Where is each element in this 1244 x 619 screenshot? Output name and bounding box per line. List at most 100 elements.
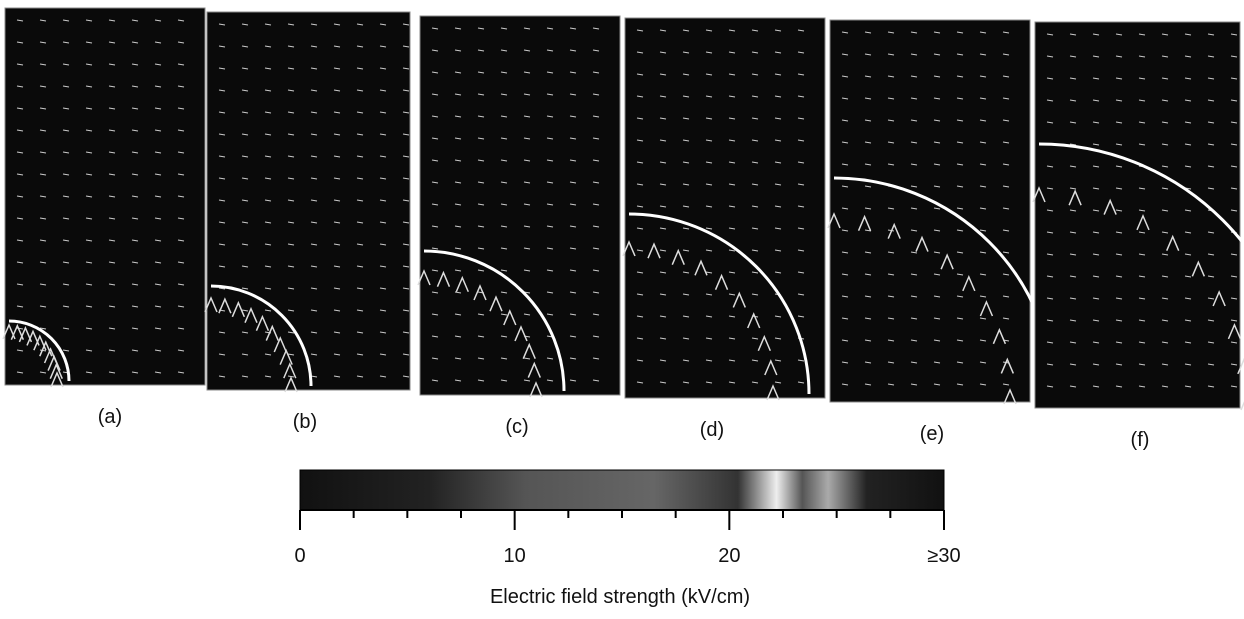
field-arrow — [546, 313, 554, 316]
field-arrow — [402, 23, 410, 26]
field-front — [628, 212, 811, 395]
field-arrow — [62, 283, 70, 286]
field-arrow — [887, 119, 895, 122]
field-arrow — [774, 117, 782, 120]
field-arrow — [1002, 317, 1010, 320]
field-arrow — [1184, 275, 1192, 278]
field-arrow — [241, 353, 249, 356]
field-arrow — [500, 115, 508, 118]
field-arrow — [841, 31, 849, 34]
field-arrow-strong — [18, 325, 33, 343]
field-arrow — [177, 327, 185, 330]
field-arrow — [728, 205, 736, 208]
field-arrow — [500, 203, 508, 206]
field-arrow — [523, 115, 531, 118]
field-arrow-strong — [764, 359, 778, 376]
field-arrow — [1184, 297, 1192, 300]
field-arrow — [864, 163, 872, 166]
field-arrow-strong — [417, 269, 431, 286]
field-arrow — [1115, 363, 1123, 366]
field-arrow — [85, 195, 93, 198]
field-arrow — [1230, 187, 1238, 190]
field-arrow — [910, 31, 918, 34]
field-arrow — [177, 371, 185, 374]
field-arrow — [910, 273, 918, 276]
field-arrow — [85, 19, 93, 22]
field-arrow — [62, 217, 70, 220]
field-arrow — [108, 19, 116, 22]
field-arrow — [728, 117, 736, 120]
field-arrow-strong — [283, 362, 297, 379]
field-arrow — [1138, 55, 1146, 58]
field-arrow — [956, 229, 964, 232]
field-arrow — [1069, 253, 1077, 256]
field-arrow — [454, 313, 462, 316]
field-arrow — [241, 155, 249, 158]
field-arrow — [887, 141, 895, 144]
field-arrow — [1002, 273, 1010, 276]
field-arrow — [659, 381, 667, 384]
field-arrow-strong — [694, 259, 708, 276]
field-arrow-strong — [273, 336, 287, 353]
field-arrow — [751, 73, 759, 76]
field-arrow — [16, 261, 24, 264]
field-arrow — [1230, 275, 1238, 278]
field-arrow — [956, 361, 964, 364]
field-arrow — [108, 173, 116, 176]
field-arrow — [728, 95, 736, 98]
field-arrow — [751, 381, 759, 384]
field-arrow — [1069, 297, 1077, 300]
field-arrow — [1069, 319, 1077, 322]
field-arrow — [1092, 297, 1100, 300]
field-arrow — [659, 139, 667, 142]
field-arrow — [546, 247, 554, 250]
field-arrow — [751, 271, 759, 274]
panel-label: (a) — [98, 406, 122, 428]
field-arrow — [728, 29, 736, 32]
field-arrow — [979, 119, 987, 122]
field-arrow — [356, 243, 364, 246]
field-arrow-strong — [503, 309, 517, 326]
field-arrow — [979, 53, 987, 56]
field-arrow — [979, 251, 987, 254]
field-arrow — [682, 227, 690, 230]
field-arrow-strong — [244, 306, 258, 324]
field-arrow — [841, 97, 849, 100]
field-arrow — [431, 335, 439, 338]
field-arrow — [454, 379, 462, 382]
field-arrow — [264, 45, 272, 48]
field-arrow — [797, 51, 805, 54]
field-arrow — [864, 273, 872, 276]
field-arrow — [431, 247, 439, 250]
field-arrow — [264, 265, 272, 268]
field-arrow — [728, 381, 736, 384]
field-arrow — [39, 305, 47, 308]
field-arrow — [85, 349, 93, 352]
field-arrow — [1092, 209, 1100, 212]
field-arrow — [1046, 363, 1054, 366]
field-arrow — [1046, 341, 1054, 344]
field-arrow — [454, 159, 462, 162]
field-arrow — [379, 353, 387, 356]
field-arrow — [705, 359, 713, 362]
field-arrow — [592, 49, 600, 52]
field-arrow-strong — [827, 212, 841, 229]
field-arrow — [454, 71, 462, 74]
field-arrow — [728, 249, 736, 252]
field-arrow — [546, 137, 554, 140]
field-arrow — [659, 183, 667, 186]
field-arrow — [797, 29, 805, 32]
field-arrow — [864, 185, 872, 188]
field-arrow — [62, 173, 70, 176]
field-arrow — [85, 283, 93, 286]
field-arrow — [774, 51, 782, 54]
field-arrow — [333, 287, 341, 290]
field-arrow — [864, 339, 872, 342]
field-arrow — [728, 359, 736, 362]
field-arrow — [1092, 77, 1100, 80]
panel-background — [1034, 21, 1241, 409]
field-arrow — [379, 155, 387, 158]
field-arrow — [333, 353, 341, 356]
field-arrow-strong — [47, 354, 61, 371]
field-arrow — [1002, 163, 1010, 166]
